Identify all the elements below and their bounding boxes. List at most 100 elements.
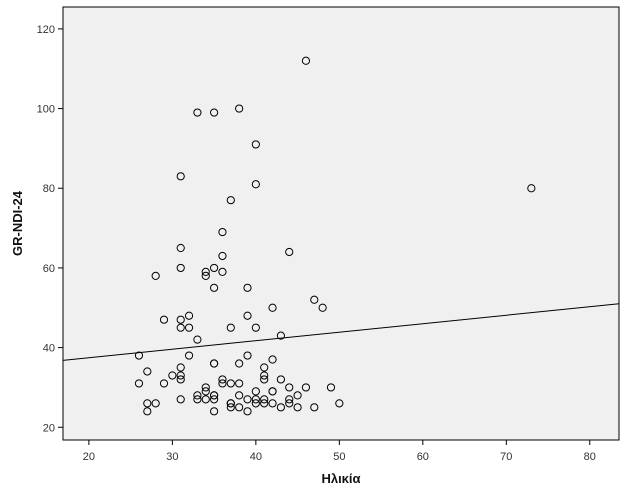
data-point xyxy=(193,108,202,117)
data-point xyxy=(168,371,177,380)
data-point xyxy=(285,383,294,392)
y-tick-label: 20 xyxy=(43,422,55,434)
data-point xyxy=(235,379,244,388)
data-point xyxy=(210,108,219,117)
data-point xyxy=(226,403,235,412)
plot-area xyxy=(62,6,620,441)
data-point xyxy=(159,379,169,388)
y-tick-label: 40 xyxy=(43,343,55,355)
data-point xyxy=(243,395,252,404)
data-point xyxy=(176,243,185,253)
data-point xyxy=(268,387,277,396)
data-point xyxy=(226,399,235,408)
x-tick-label: 20 xyxy=(83,451,95,463)
data-point xyxy=(243,407,252,416)
data-point xyxy=(218,267,227,276)
data-point xyxy=(260,363,269,372)
data-point xyxy=(226,323,235,332)
data-point xyxy=(235,403,244,412)
y-tick-label: 120 xyxy=(37,24,55,36)
x-tick-label: 40 xyxy=(250,451,262,463)
data-point xyxy=(193,391,202,400)
data-point xyxy=(335,399,344,408)
data-point xyxy=(243,311,252,320)
y-tick-label: 80 xyxy=(43,183,55,195)
data-point xyxy=(218,251,227,261)
x-tick-label: 50 xyxy=(333,451,345,463)
data-point xyxy=(293,403,302,412)
data-point xyxy=(251,140,260,149)
data-point xyxy=(251,395,260,404)
x-axis-title: Ηλικία xyxy=(321,471,360,486)
data-point xyxy=(218,227,227,237)
data-point xyxy=(210,395,219,404)
data-point xyxy=(285,247,294,257)
data-point xyxy=(210,407,219,416)
data-point xyxy=(260,375,269,384)
data-point xyxy=(285,399,294,408)
data-point xyxy=(226,196,235,205)
y-tick-label: 60 xyxy=(43,263,55,275)
data-point xyxy=(276,375,285,384)
data-point xyxy=(251,399,260,408)
x-tick-label: 30 xyxy=(166,451,178,463)
data-point xyxy=(143,407,152,416)
data-point xyxy=(151,271,160,280)
data-point xyxy=(260,395,269,404)
data-point xyxy=(226,379,235,388)
x-tick-label: 70 xyxy=(500,451,512,463)
data-point xyxy=(201,267,210,276)
data-point xyxy=(210,391,219,400)
data-point xyxy=(201,271,210,280)
data-point xyxy=(201,395,210,404)
data-point xyxy=(243,351,252,360)
data-point xyxy=(151,399,160,408)
data-point xyxy=(134,351,144,360)
data-point xyxy=(176,375,185,384)
data-point xyxy=(310,295,319,304)
data-point xyxy=(176,363,185,372)
data-point xyxy=(276,403,285,412)
data-point xyxy=(201,387,210,396)
data-point xyxy=(184,351,194,360)
data-point xyxy=(210,359,219,368)
data-point xyxy=(301,383,311,392)
x-tick-label: 60 xyxy=(417,451,429,463)
data-point xyxy=(184,311,194,320)
data-point xyxy=(260,371,269,380)
data-point xyxy=(527,184,536,193)
data-point xyxy=(176,172,185,181)
data-point xyxy=(176,371,185,380)
data-point xyxy=(134,379,144,388)
data-point xyxy=(251,180,260,189)
data-point xyxy=(210,263,219,273)
data-points xyxy=(134,56,536,416)
data-point xyxy=(251,387,260,396)
fit-line xyxy=(62,303,620,361)
data-point xyxy=(268,355,277,364)
data-point xyxy=(193,395,202,404)
data-point xyxy=(268,303,277,312)
data-point xyxy=(243,283,252,292)
x-axis-ticks: 20 30 40 50 60 70 80 xyxy=(83,440,596,463)
data-point xyxy=(235,359,244,368)
data-point xyxy=(218,375,227,384)
data-point xyxy=(260,399,269,408)
data-point xyxy=(318,303,327,312)
data-point xyxy=(251,323,260,332)
data-point xyxy=(143,399,152,408)
data-point xyxy=(159,315,169,324)
data-point xyxy=(285,395,294,404)
data-point xyxy=(310,403,319,412)
data-point xyxy=(326,383,336,392)
data-point xyxy=(268,399,277,408)
data-point xyxy=(235,104,244,113)
data-point xyxy=(276,331,285,340)
data-point xyxy=(184,323,194,332)
data-point xyxy=(143,367,152,376)
data-point xyxy=(235,391,244,400)
y-axis-ticks: 20 40 60 80 100 120 xyxy=(37,24,63,434)
x-tick-label: 80 xyxy=(584,451,596,463)
data-point xyxy=(176,263,185,273)
